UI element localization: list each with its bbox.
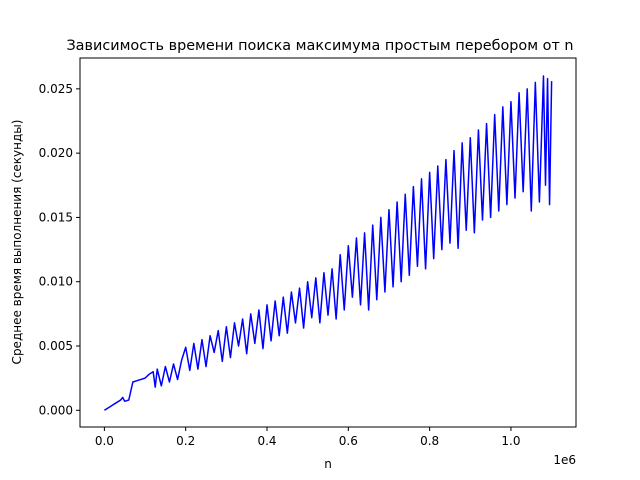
y-axis-label: Среднее время выполнения (секунды) — [10, 120, 24, 365]
y-tick-label: 0.025 — [39, 82, 73, 96]
chart-title: Зависимость времени поиска максимума про… — [66, 38, 573, 54]
x-tick-label: 0.6 — [339, 434, 358, 448]
x-tick-label: 1.0 — [501, 434, 520, 448]
y-tick-label: 0.005 — [39, 339, 73, 353]
y-tick-label: 0.000 — [39, 403, 73, 417]
x-tick-label: 0.0 — [95, 434, 114, 448]
plot-area — [103, 75, 553, 411]
series-line-0 — [103, 75, 553, 411]
x-offset-label: 1e6 — [553, 453, 576, 467]
x-axis: 0.0 0.2 0.4 0.6 0.8 1.0 — [95, 427, 520, 448]
y-tick-label: 0.010 — [39, 275, 73, 289]
x-tick-label: 0.2 — [176, 434, 195, 448]
y-tick-label: 0.015 — [39, 210, 73, 224]
x-tick-label: 0.8 — [420, 434, 439, 448]
plot-frame — [79, 57, 577, 428]
y-axis: 0.000 0.005 0.010 0.015 0.020 0.025 — [39, 82, 80, 417]
x-tick-label: 0.4 — [257, 434, 276, 448]
x-axis-label: n — [324, 457, 332, 471]
y-tick-label: 0.020 — [39, 146, 73, 160]
